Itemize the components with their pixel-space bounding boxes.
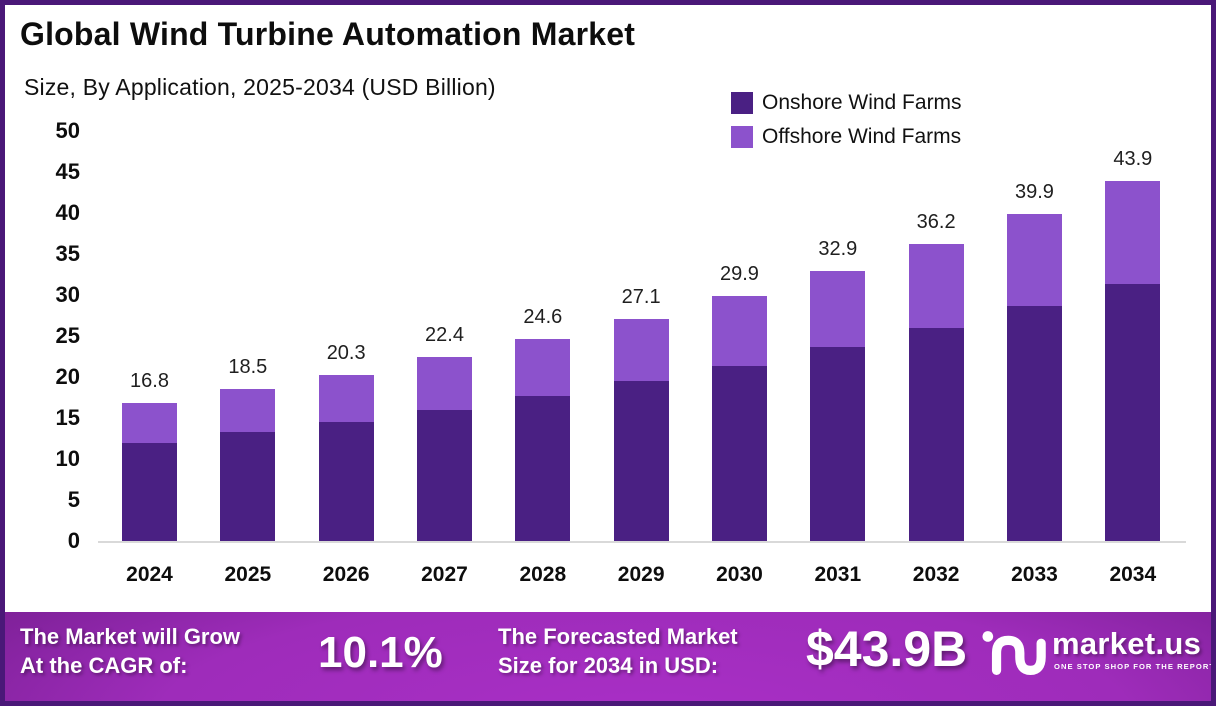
legend-swatch-offshore <box>731 126 753 148</box>
bar-total-label-2026: 20.3 <box>326 341 366 364</box>
x-axis-line <box>98 541 1186 543</box>
bar-offshore-2029 <box>613 318 669 382</box>
y-axis-tick-10: 10 <box>55 446 80 471</box>
bar-total-label-2030: 29.9 <box>720 262 759 285</box>
forecast-label-line1: The Forecasted Market <box>498 624 738 649</box>
legend-item-onshore: Onshore Wind Farms <box>731 86 962 120</box>
bar-total-label-2025: 18.5 <box>228 356 268 379</box>
bar-offshore-2025 <box>220 389 276 432</box>
legend: Onshore Wind Farms Offshore Wind Farms <box>731 86 962 154</box>
y-axis-tick-35: 35 <box>55 241 80 266</box>
cagr-label-line2: At the CAGR of: <box>20 652 188 678</box>
forecast-label: The Forecasted Market Size for 2034 in U… <box>498 623 738 680</box>
y-axis-tick-15: 15 <box>55 405 80 430</box>
legend-label-offshore: Offshore Wind Farms <box>762 125 962 148</box>
bar-offshore-2034 <box>1105 181 1161 284</box>
cagr-label-line1: The Market will Grow <box>20 624 241 649</box>
legend-swatch-onshore <box>731 92 753 114</box>
x-axis-label-2033: 2033 <box>1011 563 1058 586</box>
forecast-label-line2: Size for 2034 in USD: <box>498 652 719 678</box>
bar-onshore-2029 <box>613 381 669 541</box>
x-axis-label-2024: 2024 <box>126 563 173 586</box>
bar-onshore-2027 <box>416 409 472 541</box>
x-axis-label-2030: 2030 <box>716 563 763 586</box>
bar-offshore-2031 <box>810 271 866 348</box>
y-axis-tick-20: 20 <box>55 364 80 389</box>
bar-onshore-2026 <box>318 422 374 541</box>
x-axis-label-2028: 2028 <box>519 563 567 586</box>
y-axis-tick-30: 30 <box>55 282 80 307</box>
bar-onshore-2031 <box>810 347 866 541</box>
bar-onshore-2030 <box>711 365 767 541</box>
cagr-label: The Market will Grow At the CAGR of: <box>20 623 240 680</box>
bar-offshore-2026 <box>318 374 374 423</box>
bar-offshore-2027 <box>416 357 472 410</box>
footer-banner: The Market will Grow At the CAGR of: 10.… <box>0 612 1216 706</box>
brand-name: market.us <box>1052 626 1202 661</box>
bar-total-label-2028: 24.6 <box>523 306 563 329</box>
x-axis-label-2029: 2029 <box>617 563 665 586</box>
x-axis-label-2025: 2025 <box>224 563 272 586</box>
legend-item-offshore: Offshore Wind Farms <box>731 120 962 154</box>
cagr-value: 10.1% <box>318 628 443 677</box>
page-title: Global Wind Turbine Automation Market <box>20 16 636 52</box>
brand-tagline: ONE STOP SHOP FOR THE REPORTS <box>1054 662 1216 671</box>
bar-total-label-2027: 22.4 <box>425 324 464 347</box>
bar-onshore-2028 <box>515 395 571 541</box>
bar-offshore-2030 <box>711 295 767 366</box>
bar-offshore-2024 <box>122 403 177 444</box>
x-axis-label-2034: 2034 <box>1109 563 1157 586</box>
bar-onshore-2033 <box>1006 305 1062 541</box>
legend-label-onshore: Onshore Wind Farms <box>762 91 962 114</box>
page-subtitle: Size, By Application, 2025-2034 (USD Bil… <box>24 74 496 100</box>
y-axis-tick-40: 40 <box>55 200 80 225</box>
forecast-value: $43.9B <box>806 621 968 677</box>
bar-total-label-2032: 36.2 <box>916 211 956 234</box>
y-axis-tick-0: 0 <box>67 528 80 553</box>
bar-onshore-2025 <box>220 431 276 541</box>
bar-onshore-2032 <box>908 327 964 541</box>
y-axis-tick-50: 50 <box>55 118 80 143</box>
market-us-logo-icon <box>982 631 1046 676</box>
bar-onshore-2024 <box>122 443 177 541</box>
x-axis-label-2032: 2032 <box>912 563 960 586</box>
x-axis-label-2027: 2027 <box>421 563 468 586</box>
y-axis-tick-45: 45 <box>55 159 80 184</box>
y-axis-tick-25: 25 <box>55 323 80 348</box>
bar-offshore-2028 <box>515 339 571 396</box>
bar-total-label-2034: 43.9 <box>1113 148 1153 171</box>
x-axis-label-2026: 2026 <box>322 563 370 586</box>
x-axis-label-2031: 2031 <box>814 563 862 586</box>
bar-offshore-2033 <box>1006 213 1062 306</box>
bar-total-label-2024: 16.8 <box>130 370 169 393</box>
y-axis-tick-5: 5 <box>67 487 80 512</box>
bar-total-label-2029: 27.1 <box>621 285 661 308</box>
bar-total-label-2033: 39.9 <box>1015 180 1054 203</box>
bar-onshore-2034 <box>1105 283 1161 541</box>
bar-offshore-2032 <box>908 244 964 328</box>
bar-total-label-2031: 32.9 <box>818 238 858 261</box>
